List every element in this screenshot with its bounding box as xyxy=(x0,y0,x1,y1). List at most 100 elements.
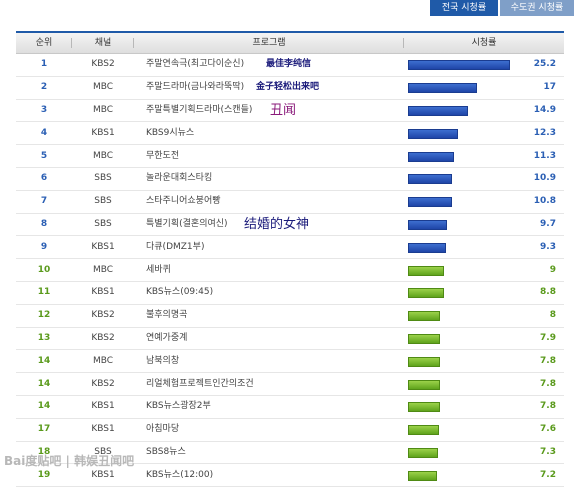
table-row: 13 KBS2 연예가중계 7.9 xyxy=(16,328,564,351)
rating-bar xyxy=(408,333,440,344)
rating-bar xyxy=(408,470,437,481)
rank-cell: 1 xyxy=(40,59,48,70)
rank-cell: 14 xyxy=(37,355,51,366)
rating-cell: 7.8 xyxy=(404,396,564,417)
column-header-channel: 채널 xyxy=(72,33,134,53)
program-cell: 스타주니어쇼붕어빵 xyxy=(134,191,404,212)
rating-bar xyxy=(408,219,447,230)
program-name: KBS뉴스광장2부 xyxy=(146,401,211,412)
table-row: 10 MBC 세바퀴 9 xyxy=(16,259,564,282)
rating-cell: 14.9 xyxy=(404,100,564,121)
table-row: 4 KBS1 KBS9시뉴스 12.3 xyxy=(16,122,564,146)
rating-value: 8 xyxy=(549,310,556,321)
table-row: 8 SBS 특별기획(결혼의여신) 结婚的女神 9.7 xyxy=(16,214,564,237)
rating-cell: 12.3 xyxy=(404,123,564,144)
program-name: 아침마당 xyxy=(146,424,180,435)
column-header-program: 프로그램 xyxy=(134,33,404,53)
rating-bar xyxy=(408,242,446,253)
program-cell: 특별기획(결혼의여신) 结婚的女神 xyxy=(134,214,404,235)
rating-cell: 7.3 xyxy=(404,442,564,463)
program-name: KBS9시뉴스 xyxy=(146,127,195,138)
rank-cell: 2 xyxy=(40,82,48,93)
rank-cell: 5 xyxy=(40,150,48,161)
rating-cell: 7.2 xyxy=(404,465,564,486)
table-row: 14 MBC 남북의창 7.8 xyxy=(16,350,564,374)
program-name: 스타주니어쇼붕어빵 xyxy=(146,196,221,207)
program-cell: 세바퀴 xyxy=(134,260,404,281)
program-cell: 다큐(DMZ1부) xyxy=(134,237,404,258)
program-name: 불후의명곡 xyxy=(146,310,188,321)
channel-cell: MBC xyxy=(92,150,114,161)
table-row: 1 KBS2 주말연속극(최고다이순신) 最佳李纯信 25.2 xyxy=(16,54,564,77)
rank-cell: 11 xyxy=(37,287,51,298)
table-row: 6 SBS 놀라운대회스타킹 10.9 xyxy=(16,168,564,191)
channel-cell: KBS2 xyxy=(91,378,115,389)
rating-bar xyxy=(408,60,510,71)
rank-cell: 6 xyxy=(40,173,48,184)
rating-cell: 7.8 xyxy=(404,351,564,372)
rank-cell: 14 xyxy=(37,401,51,412)
channel-cell: KBS1 xyxy=(91,241,115,252)
channel-cell: SBS xyxy=(94,446,112,457)
rating-value: 9.3 xyxy=(540,241,556,252)
rating-cell: 7.9 xyxy=(404,328,564,349)
program-name: 놀라운대회스타킹 xyxy=(146,173,213,184)
table-row: 17 KBS1 아침마당 7.6 xyxy=(16,419,564,442)
rating-value: 9.7 xyxy=(540,218,556,229)
rating-value: 11.3 xyxy=(533,150,556,161)
region-tabs: 전국 시청률 수도권 시청률 xyxy=(430,0,574,16)
program-name: 특별기획(결혼의여신) xyxy=(146,218,228,229)
program-name: 연예가중계 xyxy=(146,332,188,343)
rank-cell: 14 xyxy=(37,378,51,389)
rating-value: 7.8 xyxy=(540,378,556,389)
tab-national-rating[interactable]: 전국 시청률 xyxy=(430,0,498,16)
rating-bar xyxy=(408,174,452,185)
rating-value: 10.8 xyxy=(533,196,556,207)
rating-value: 7.3 xyxy=(540,446,556,457)
rating-bar xyxy=(408,128,458,139)
channel-cell: MBC xyxy=(92,104,114,115)
rating-bar xyxy=(408,311,440,322)
program-name: 주말특별기획드라마(스캔들) xyxy=(146,104,253,115)
rank-cell: 10 xyxy=(37,264,51,275)
program-cell: 놀라운대회스타킹 xyxy=(134,168,404,189)
channel-cell: SBS xyxy=(94,218,112,229)
rating-bar xyxy=(408,197,452,208)
table-row: 9 KBS1 다큐(DMZ1부) 9.3 xyxy=(16,236,564,260)
rating-value: 25.2 xyxy=(533,59,556,70)
rating-value: 12.3 xyxy=(533,127,556,138)
table-body: 1 KBS2 주말연속극(최고다이순신) 最佳李纯信 25.2 2 MBC 주말드라마(금나와… xyxy=(16,54,564,487)
rating-bar xyxy=(408,402,440,413)
rating-value: 7.8 xyxy=(540,355,556,366)
channel-cell: KBS2 xyxy=(91,59,115,70)
table-row: 14 KBS2 리얼체험프로젝트인간의조건 7.8 xyxy=(16,373,564,396)
rating-cell: 11.3 xyxy=(404,146,564,167)
program-cell: 주말연속극(최고다이순신) 最佳李纯信 xyxy=(134,54,404,75)
table-row: 11 KBS1 KBS뉴스(09:45) 8.8 xyxy=(16,282,564,305)
program-cell: KBS뉴스(12:00) xyxy=(134,465,404,486)
rating-bar xyxy=(408,356,440,367)
table-row: 5 MBC 무한도전 11.3 xyxy=(16,145,564,168)
rating-cell: 10.9 xyxy=(404,168,564,189)
rank-cell: 7 xyxy=(40,196,48,207)
program-cell: 아침마당 xyxy=(134,419,404,440)
channel-cell: MBC xyxy=(92,355,114,366)
program-name: 리얼체험프로젝트인간의조건 xyxy=(146,378,254,389)
rating-value: 9 xyxy=(549,264,556,275)
tab-capital-area-rating[interactable]: 수도권 시청률 xyxy=(500,0,574,16)
rating-cell: 25.2 xyxy=(404,54,564,75)
rating-bar xyxy=(408,105,468,116)
column-header-rating: 시청률 xyxy=(471,38,497,48)
program-cell: 주말드라마(금나와라뚝딱) 金子轻松出来吧 xyxy=(134,77,404,98)
program-name: KBS뉴스(09:45) xyxy=(146,287,214,298)
program-cell: 무한도전 xyxy=(134,146,404,167)
rank-cell: 8 xyxy=(40,218,48,229)
rank-cell: 18 xyxy=(37,446,51,457)
rating-bar xyxy=(408,425,439,436)
table-row: 14 KBS1 KBS뉴스광장2부 7.8 xyxy=(16,396,564,419)
rating-value: 7.6 xyxy=(540,424,556,435)
channel-cell: SBS xyxy=(94,173,112,184)
rating-bar xyxy=(408,379,440,390)
rank-cell: 13 xyxy=(37,332,51,343)
rating-bar xyxy=(408,265,444,276)
